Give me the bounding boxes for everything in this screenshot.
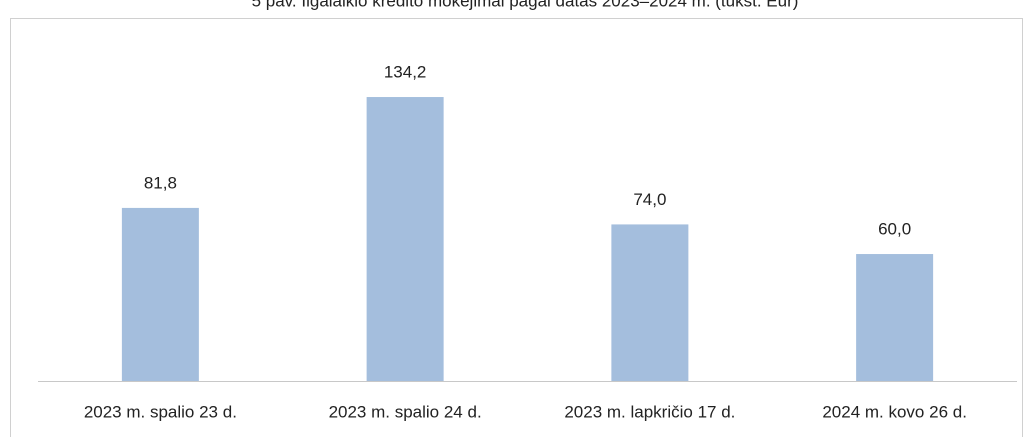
data-label: 60,0 [878, 220, 911, 239]
bar [366, 97, 444, 381]
x-tick-label: 2023 m. lapkričio 17 d. [564, 402, 735, 421]
bar [611, 224, 689, 381]
x-tick-label: 2023 m. spalio 23 d. [84, 402, 237, 421]
chart-frame [10, 18, 1023, 437]
bar [856, 254, 934, 381]
x-tick-label: 2023 m. spalio 24 d. [329, 402, 482, 421]
data-label: 134,2 [384, 63, 427, 82]
x-tick-label: 2024 m. kovo 26 d. [822, 402, 967, 421]
data-label: 81,8 [144, 173, 177, 192]
bar [121, 207, 199, 381]
chart-title: 5 pav. Ilgalaikio kredito mokėjimai paga… [252, 0, 799, 10]
data-label: 74,0 [633, 190, 666, 209]
